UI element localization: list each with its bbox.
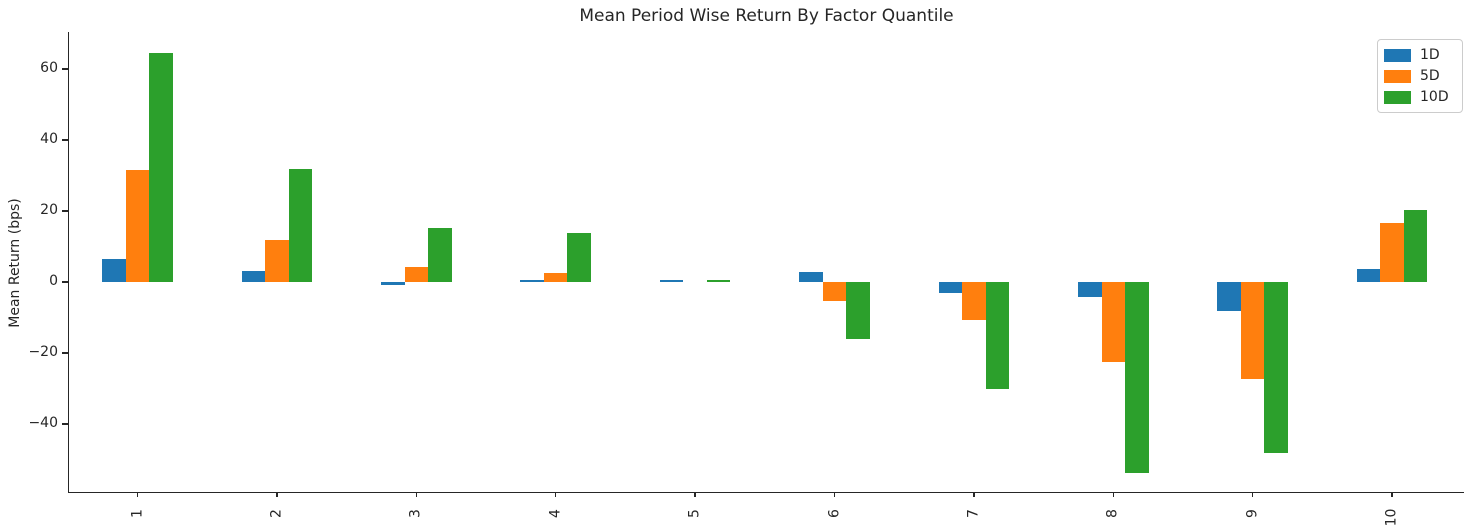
- legend-label: 10D: [1420, 89, 1449, 105]
- bar-1d-q7: [938, 282, 963, 293]
- bar-1d-q8: [1078, 282, 1102, 297]
- bar-1d-q5: [659, 279, 684, 282]
- x-tick-label: 4: [547, 508, 564, 518]
- bar-1d-q2: [241, 270, 266, 282]
- bar-5d-q4: [543, 273, 568, 282]
- x-axis-spine: [68, 492, 1464, 494]
- bar-5d-q9: [1240, 282, 1265, 379]
- legend-swatch-10d: [1384, 90, 1411, 104]
- bar-10d-q4: [567, 233, 591, 282]
- x-tick-mark: [694, 492, 696, 497]
- bar-10d-q9: [1264, 282, 1288, 454]
- bar-1d-q1: [102, 259, 126, 282]
- bar-5d-q2: [265, 239, 289, 282]
- x-tick-label: 1: [129, 508, 145, 518]
- x-tick-mark: [1252, 492, 1254, 497]
- y-tick-label: −20: [28, 344, 58, 360]
- legend-swatch-5d: [1384, 69, 1411, 83]
- x-tick-mark: [833, 492, 836, 497]
- x-tick-label: 5: [686, 508, 703, 518]
- bar-10d-q8: [1125, 282, 1149, 473]
- x-tick-label: 6: [826, 508, 842, 518]
- bar-10d-q3: [428, 228, 452, 282]
- x-tick-mark: [973, 492, 975, 497]
- y-tick-label: 0: [49, 273, 58, 289]
- legend-entry-1d: 1D: [1384, 47, 1454, 63]
- x-tick-label: 8: [1104, 508, 1121, 518]
- x-tick-mark: [555, 492, 557, 497]
- bar-1d-q3: [381, 282, 405, 285]
- x-tick-label: 9: [1244, 508, 1261, 518]
- legend-swatch-1d: [1384, 48, 1411, 62]
- legend-label: 1D: [1420, 47, 1440, 63]
- bar-10d-q10: [1403, 209, 1428, 282]
- bar-1d-q10: [1356, 268, 1381, 282]
- x-tick-mark: [136, 492, 139, 497]
- x-tick-label: 2: [268, 508, 285, 518]
- bar-10d-q5: [706, 279, 731, 282]
- bar-10d-q7: [985, 282, 1010, 390]
- bar-10d-q6: [846, 282, 870, 339]
- y-tick-label: 60: [40, 60, 58, 76]
- y-tick-label: 40: [40, 131, 58, 147]
- y-tick-mark: [62, 68, 68, 70]
- bar-5d-q6: [822, 282, 847, 302]
- x-tick-mark: [276, 492, 278, 497]
- x-tick-label: 10: [1383, 508, 1400, 526]
- bar-5d-q3: [404, 267, 429, 282]
- x-tick-label: 7: [965, 508, 982, 518]
- bar-5d-q7: [962, 282, 986, 320]
- chart-title: Mean Period Wise Return By Factor Quanti…: [579, 6, 954, 26]
- bar-10d-q1: [149, 53, 173, 282]
- y-tick-label: 20: [40, 202, 58, 218]
- y-tick-mark: [62, 139, 68, 141]
- x-tick-mark: [1112, 492, 1114, 497]
- y-tick-mark: [62, 210, 68, 212]
- y-tick-mark: [62, 423, 68, 425]
- bar-1d-q9: [1217, 282, 1241, 312]
- bar-5d-q10: [1380, 222, 1404, 282]
- legend-entry-10d: 10D: [1384, 89, 1454, 105]
- x-tick-mark: [1391, 492, 1393, 497]
- y-axis-spine: [68, 32, 70, 493]
- legend-entry-5d: 5D: [1384, 68, 1454, 84]
- x-tick-mark: [415, 492, 417, 497]
- bar-5d-q8: [1101, 282, 1126, 363]
- bar-1d-q4: [520, 280, 544, 282]
- y-axis-label: Mean Return (bps): [7, 198, 23, 328]
- bar-10d-q2: [288, 169, 313, 282]
- legend-label: 5D: [1420, 68, 1440, 84]
- y-tick-mark: [62, 281, 68, 283]
- x-tick-label: 3: [407, 508, 424, 518]
- y-tick-label: −40: [28, 415, 58, 431]
- y-tick-mark: [62, 352, 68, 354]
- bar-1d-q6: [799, 272, 823, 282]
- legend: 1D 5D 10D: [1377, 39, 1463, 113]
- bar-5d-q1: [125, 170, 150, 282]
